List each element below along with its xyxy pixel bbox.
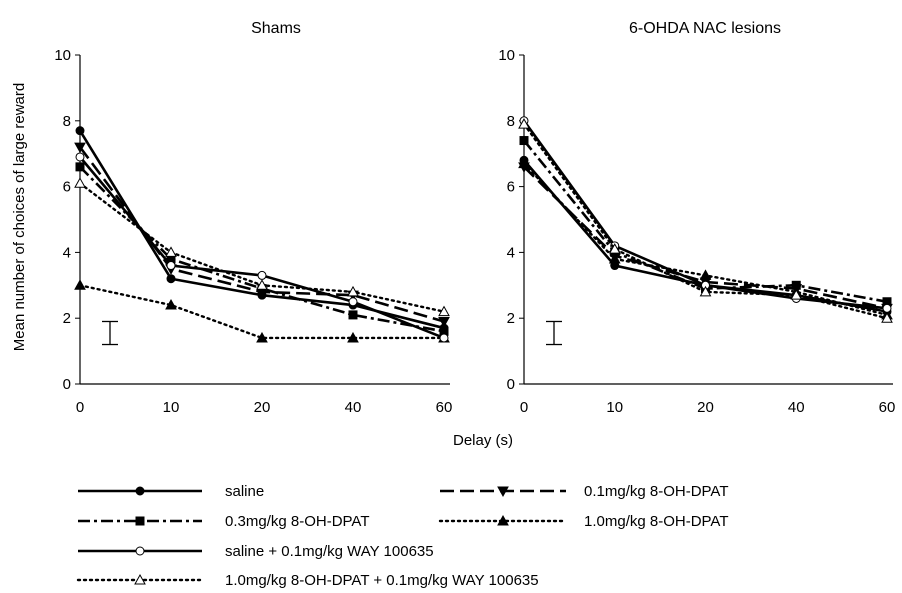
series-line (79, 156, 445, 340)
panel-title: Shams (251, 20, 301, 37)
data-point (134, 573, 146, 585)
x-tick-label: 0 (520, 399, 528, 416)
legend-entry: 1.0mg/kg 8-OH-DPAT + 0.1mg/kg WAY 100635 (76, 572, 539, 589)
data-point (347, 285, 359, 297)
y-tick-label: 10 (54, 47, 71, 64)
data-point (74, 142, 86, 154)
x-tick-label: 10 (163, 399, 180, 416)
series-line (79, 165, 445, 333)
series-line (78, 284, 446, 340)
legend-entry: 0.3mg/kg 8-OH-DPAT (78, 513, 369, 530)
data-point (882, 303, 892, 313)
legend-entry: saline + 0.1mg/kg WAY 100635 (78, 543, 434, 560)
data-point (608, 243, 621, 254)
data-point (75, 126, 85, 136)
legend-label: 1.0mg/kg 8-OH-DPAT + 0.1mg/kg WAY 100635 (225, 572, 539, 589)
legend-entry: 1.0mg/kg 8-OH-DPAT (438, 513, 728, 530)
y-tick-label: 10 (498, 47, 515, 64)
data-point (699, 285, 712, 297)
y-tick-label: 4 (507, 244, 515, 261)
data-point (881, 312, 893, 323)
series-5 (75, 152, 449, 343)
data-point (166, 274, 176, 284)
x-tick-label: 10 (606, 399, 623, 416)
x-tick-label: 40 (788, 399, 805, 416)
chart-panel-shams: Shams 0 2 4 6 8 10 0 10 20 40 60 (54, 20, 452, 416)
legend-label: 1.0mg/kg 8-OH-DPAT (584, 513, 728, 530)
y-tick-label: 2 (507, 310, 515, 327)
legend-label: saline + 0.1mg/kg WAY 100635 (225, 543, 434, 560)
series-6 (518, 118, 893, 323)
x-axis-title: Delay (s) (453, 432, 513, 449)
series-3 (75, 162, 449, 336)
data-point (348, 297, 358, 307)
data-point (518, 118, 530, 129)
data-point (74, 279, 86, 290)
data-point (74, 177, 86, 188)
data-point (497, 514, 509, 526)
legend-label: 0.3mg/kg 8-OH-DPAT (225, 513, 369, 530)
data-point (257, 270, 267, 280)
y-axis-title: Mean number of choices of large reward (11, 83, 28, 351)
y-tick-label: 8 (63, 113, 71, 130)
data-point (519, 136, 529, 146)
y-tick-label: 2 (63, 310, 71, 327)
x-tick-label: 20 (697, 399, 714, 416)
data-point (518, 157, 530, 169)
data-point (256, 279, 268, 290)
data-point (790, 289, 803, 300)
chart-panel-lesions: 6-OHDA NAC lesions 0 2 4 6 8 10 0 10 20 40 60 (498, 20, 895, 416)
data-point (608, 252, 621, 264)
data-point (135, 546, 145, 556)
x-tick-label: 40 (345, 399, 362, 416)
legend-entry: saline (78, 483, 264, 500)
x-tick-label: 20 (254, 399, 271, 416)
y-tick-label: 8 (507, 113, 515, 130)
legend-entry: 0.1mg/kg 8-OH-DPAT (440, 483, 728, 500)
y-tick-label: 4 (63, 244, 71, 261)
legend: saline 0.1mg/kg 8-OH-DPAT 0.3mg/kg 8-OH-DP… (76, 483, 728, 589)
y-tick-label: 0 (63, 376, 71, 393)
data-point (497, 486, 509, 498)
data-point (166, 261, 176, 271)
series-5 (519, 116, 892, 313)
panel-title: 6-OHDA NAC lesions (629, 20, 781, 37)
series-6 (74, 177, 450, 317)
y-tick-label: 6 (63, 179, 71, 196)
data-point (165, 299, 177, 310)
data-point (348, 310, 358, 320)
data-point (75, 162, 85, 172)
x-tick-label: 60 (436, 399, 453, 416)
legend-label: 0.1mg/kg 8-OH-DPAT (584, 483, 728, 500)
y-tick-label: 6 (507, 179, 515, 196)
legend-label: saline (225, 483, 264, 500)
data-point (438, 305, 450, 317)
data-point (75, 152, 85, 162)
data-point (347, 331, 359, 343)
x-tick-label: 60 (879, 399, 896, 416)
data-point (699, 269, 712, 280)
data-point (439, 333, 449, 343)
data-point (165, 246, 177, 257)
data-point (438, 316, 450, 328)
data-point (135, 516, 145, 526)
x-tick-label: 0 (76, 399, 84, 416)
data-point (135, 486, 145, 496)
y-tick-label: 0 (507, 376, 515, 393)
data-point (256, 331, 268, 343)
